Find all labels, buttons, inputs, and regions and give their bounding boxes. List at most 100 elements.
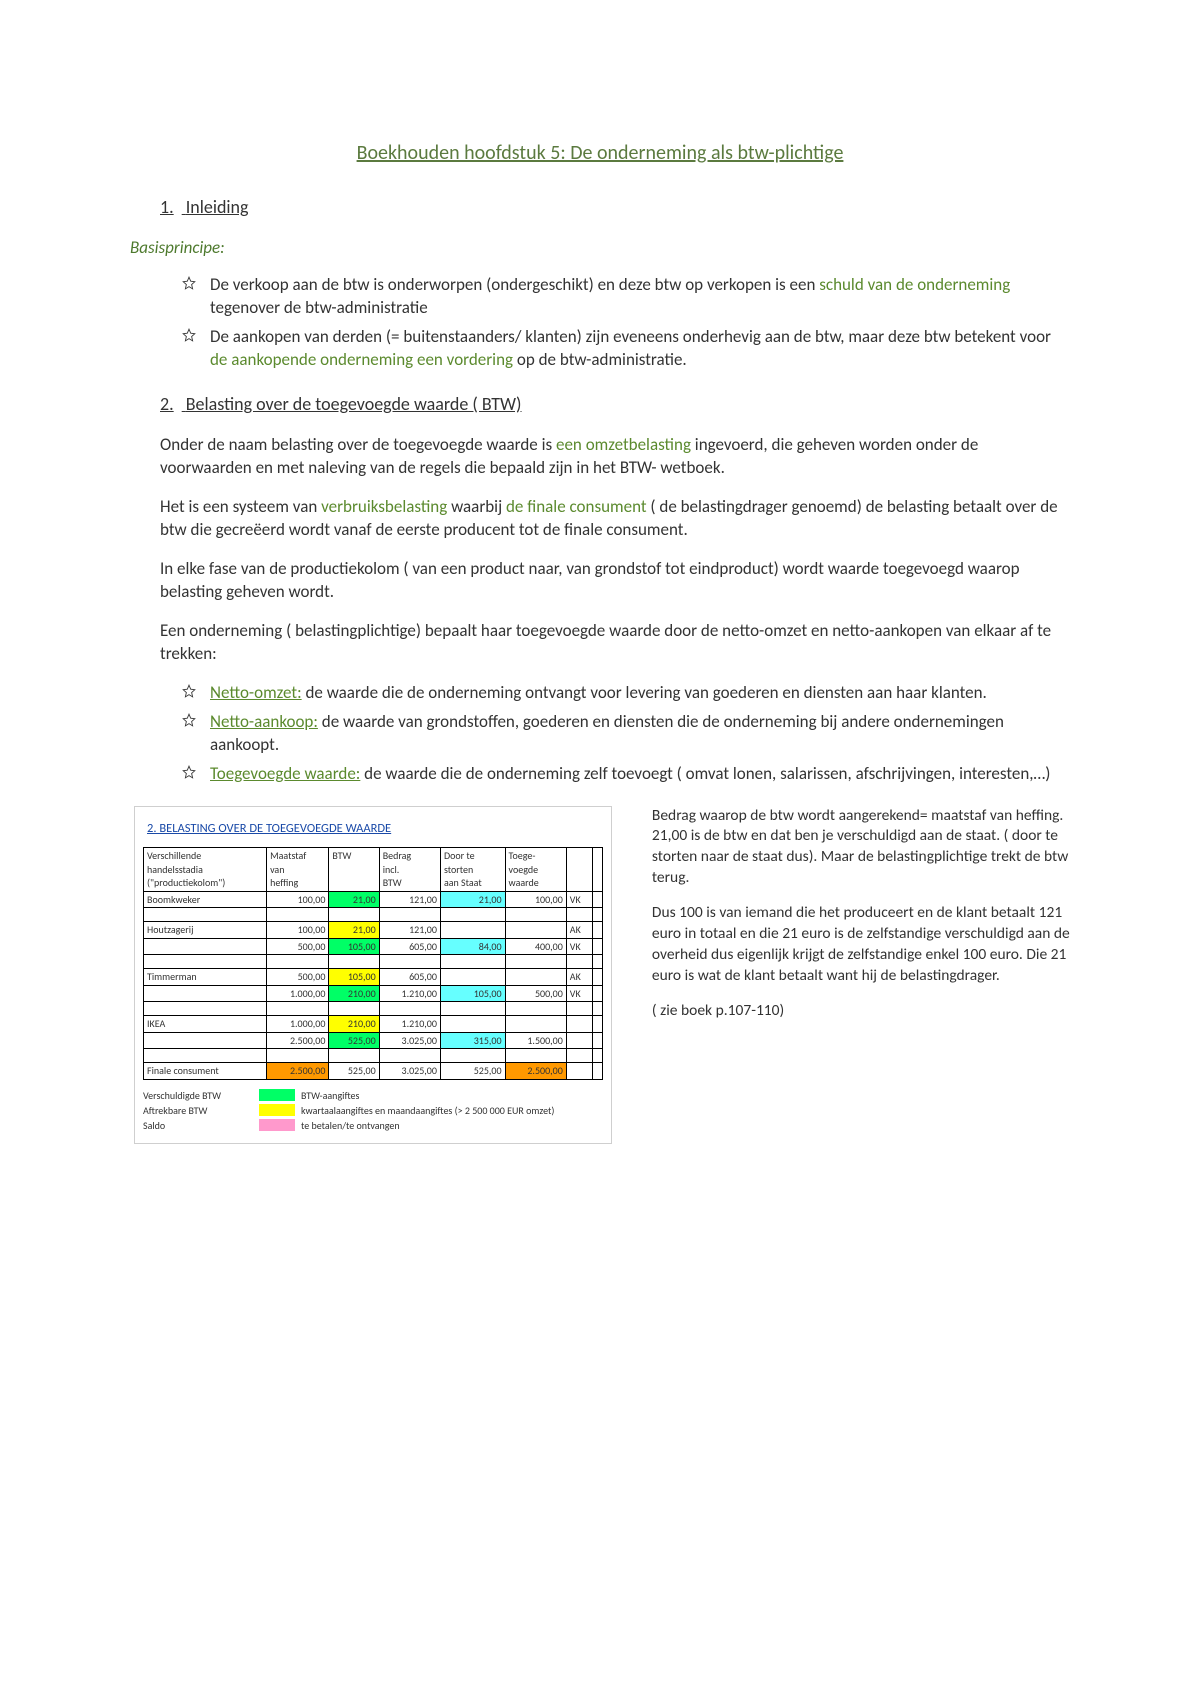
cell: 525,00 <box>329 1063 379 1080</box>
legend-label: Verschuldigde BTW <box>143 1089 253 1103</box>
table-row: 500,00 105,00 605,00 84,00 400,00 VK <box>144 938 603 955</box>
figure-title: 2. BELASTING OVER DE TOEGEVOEGDE WAARDE <box>147 821 599 838</box>
definitions-list: Netto-omzet: de waarde die de ondernemin… <box>186 682 1070 786</box>
legend-chip-icon <box>259 1119 295 1131</box>
col-header: Maatstafvanheffing <box>267 848 329 892</box>
text-run: Het is een systeem van <box>160 496 321 517</box>
vat-table: Verschillendehandelsstadia("productiekol… <box>143 847 603 1080</box>
definition-term: Netto-omzet: <box>210 682 302 703</box>
body-paragraph: Een onderneming ( belastingplichtige) be… <box>160 620 1070 666</box>
definition-term: Netto-aankoop: <box>210 711 318 732</box>
bullet-text: De verkoop aan de btw is onderworpen (on… <box>210 274 819 295</box>
star-icon <box>182 684 196 698</box>
star-icon <box>182 765 196 779</box>
section2-number: 2. <box>160 393 174 415</box>
cell: 100,00 <box>267 922 329 939</box>
list-item: Netto-omzet: de waarde die de ondernemin… <box>186 682 1070 705</box>
cell: 105,00 <box>440 985 505 1002</box>
cell: 100,00 <box>267 891 329 908</box>
table-row: IKEA 1.000,00 210,00 1.210,00 <box>144 1016 603 1033</box>
cell: 3.025,00 <box>379 1032 440 1049</box>
cell: AK <box>566 969 592 986</box>
table-row: 1.000,00 210,00 1.210,00 105,00 500,00 V… <box>144 985 603 1002</box>
cell: 1.500,00 <box>505 1032 566 1049</box>
list-item: De verkoop aan de btw is onderworpen (on… <box>186 274 1070 320</box>
cell: 3.025,00 <box>379 1063 440 1080</box>
text-highlight: verbruiksbelasting <box>321 496 447 517</box>
cell: Timmerman <box>144 969 267 986</box>
col-header <box>566 848 592 892</box>
table-row: Finale consument 2.500,00 525,00 3.025,0… <box>144 1063 603 1080</box>
legend-label: Saldo <box>143 1119 253 1133</box>
body-paragraph: In elke fase van de productiekolom ( van… <box>160 558 1070 604</box>
side-commentary: Bedrag waarop de btw wordt aangerekend= … <box>652 806 1070 1144</box>
cell: 605,00 <box>379 938 440 955</box>
definition-term: Toegevoegde waarde: <box>210 763 360 784</box>
cell: 21,00 <box>329 922 379 939</box>
cell: 105,00 <box>329 938 379 955</box>
basisprincipe-list: De verkoop aan de btw is onderworpen (on… <box>186 274 1070 372</box>
cell: Houtzagerij <box>144 922 267 939</box>
cell: 1.210,00 <box>379 985 440 1002</box>
cell: 1.000,00 <box>267 985 329 1002</box>
star-icon <box>182 276 196 290</box>
cell: 210,00 <box>329 1016 379 1033</box>
definition-body: de waarde die de onderneming zelf toevoe… <box>360 763 1050 784</box>
cell: 84,00 <box>440 938 505 955</box>
cell: 525,00 <box>329 1032 379 1049</box>
table-row: Boomkweker 100,00 21,00 121,00 21,00 100… <box>144 891 603 908</box>
table-row <box>144 955 603 969</box>
text-highlight: een omzetbelasting <box>556 434 691 455</box>
cell: 2.500,00 <box>267 1063 329 1080</box>
col-header <box>592 848 602 892</box>
cell: VK <box>566 938 592 955</box>
table-row: Houtzagerij 100,00 21,00 121,00 AK <box>144 922 603 939</box>
cell: VK <box>566 891 592 908</box>
cell <box>592 891 602 908</box>
col-header: Verschillendehandelsstadia("productiekol… <box>144 848 267 892</box>
side-paragraph: ( zie boek p.107-110) <box>652 1001 1070 1022</box>
cell: 21,00 <box>440 891 505 908</box>
cell: AK <box>566 922 592 939</box>
cell: 210,00 <box>329 985 379 1002</box>
cell: 525,00 <box>440 1063 505 1080</box>
cell: 21,00 <box>329 891 379 908</box>
legend-text: kwartaalaangiftes en maandaangiftes (> 2… <box>301 1104 603 1118</box>
side-paragraph: Dus 100 is van iemand die het produceert… <box>652 903 1070 987</box>
table-row <box>144 1002 603 1016</box>
star-icon <box>182 713 196 727</box>
cell: 500,00 <box>505 985 566 1002</box>
cell: 100,00 <box>505 891 566 908</box>
list-item: Toegevoegde waarde: de waarde die de ond… <box>186 763 1070 786</box>
section1-heading: 1. Inleiding <box>160 195 1070 219</box>
legend-text: te betalen/te ontvangen <box>301 1119 603 1133</box>
col-header: Door testortenaan Staat <box>440 848 505 892</box>
cell: 315,00 <box>440 1032 505 1049</box>
legend-row: Verschuldigde BTW BTW-aangiftes <box>143 1088 603 1103</box>
cell: VK <box>566 985 592 1002</box>
section2-heading-text: Belasting over de toegevoegde waarde ( B… <box>186 393 522 415</box>
cell: IKEA <box>144 1016 267 1033</box>
definition-body: de waarde die de onderneming ontvangt vo… <box>302 682 987 703</box>
definition-body: de waarde van grondstoffen, goederen en … <box>210 711 1004 755</box>
col-header: Bedragincl.BTW <box>379 848 440 892</box>
table-header-row: Verschillendehandelsstadia("productiekol… <box>144 848 603 892</box>
cell: 1.210,00 <box>379 1016 440 1033</box>
side-paragraph: Bedrag waarop de btw wordt aangerekend= … <box>652 806 1070 890</box>
col-header: Toege-voegdewaarde <box>505 848 566 892</box>
figure-legend: Verschuldigde BTW BTW-aangiftes Aftrekba… <box>143 1088 603 1133</box>
bullet-text: De aankopen van derden (= buitenstaander… <box>210 326 1051 347</box>
bullet-text: op de btw-administratie. <box>513 349 687 370</box>
section1-number: 1. <box>160 196 174 218</box>
text-run: waarbij <box>447 496 506 517</box>
text-run: Onder de naam belasting over de toegevoe… <box>160 434 556 455</box>
cell: 1.000,00 <box>267 1016 329 1033</box>
legend-row: Saldo te betalen/te ontvangen <box>143 1118 603 1133</box>
table-row: Timmerman 500,00 105,00 605,00 AK <box>144 969 603 986</box>
section1-heading-text: Inleiding <box>186 196 249 218</box>
legend-row: Aftrekbare BTW kwartaalaangiftes en maan… <box>143 1103 603 1118</box>
cell: 121,00 <box>379 922 440 939</box>
cell: 105,00 <box>329 969 379 986</box>
star-icon <box>182 328 196 342</box>
figure-row: 2. BELASTING OVER DE TOEGEVOEGDE WAARDE … <box>134 806 1070 1144</box>
